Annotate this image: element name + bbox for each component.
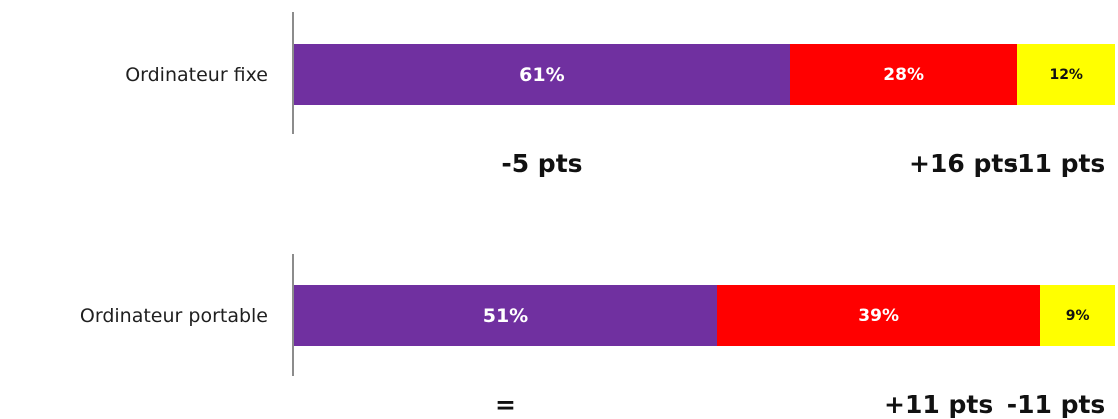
change-annotation: +11 pts bbox=[884, 390, 994, 419]
bar-segment: 61% bbox=[294, 44, 790, 105]
category-axis-line bbox=[292, 254, 294, 376]
change-annotation: -5 pts bbox=[501, 149, 583, 178]
bar-value-label: 28% bbox=[883, 64, 924, 85]
change-annotation: -11 pts bbox=[1006, 390, 1106, 419]
change-annotation: +16 pts bbox=[909, 149, 1019, 178]
bar-value-label: 9% bbox=[1065, 307, 1090, 324]
category-label: Ordinateur fixe bbox=[125, 64, 268, 86]
bar-segment: 9% bbox=[1040, 285, 1115, 346]
bar-segment: 28% bbox=[789, 44, 1018, 105]
bar-value-label: 51% bbox=[482, 304, 529, 327]
bar-value-label: 39% bbox=[858, 305, 899, 326]
bar-segment: 12% bbox=[1017, 44, 1115, 105]
category-axis-line bbox=[292, 12, 294, 134]
bar-value-label: 61% bbox=[519, 63, 565, 86]
bar-segment: 51% bbox=[294, 285, 717, 346]
change-annotation: -11 pts bbox=[1006, 149, 1106, 178]
bar-value-label: 12% bbox=[1049, 66, 1083, 83]
change-annotation: = bbox=[494, 390, 516, 419]
bar-segment: 39% bbox=[716, 285, 1041, 346]
category-label: Ordinateur portable bbox=[79, 305, 268, 327]
